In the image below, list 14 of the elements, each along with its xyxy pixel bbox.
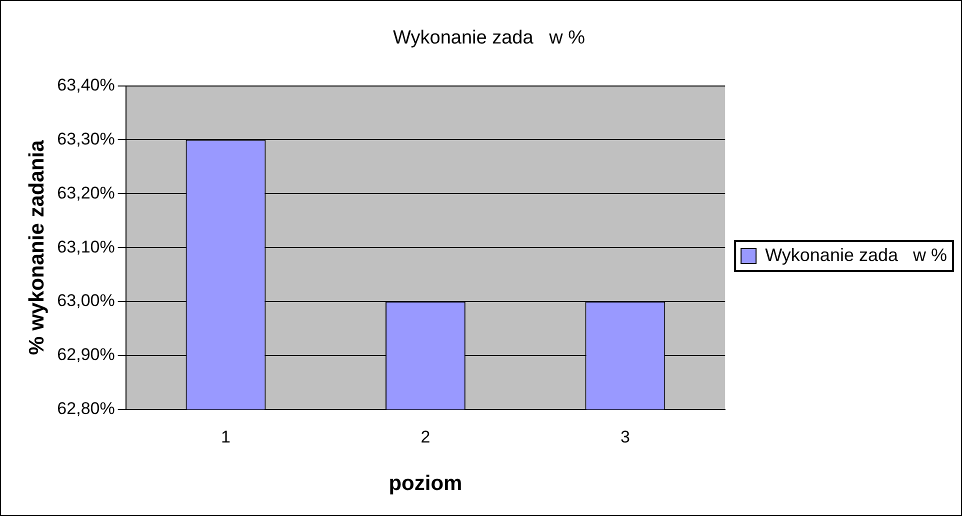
x-tick-label: 3 — [620, 427, 630, 446]
x-tick-label: 2 — [420, 427, 430, 446]
legend-label: Wykonanie zada w % — [765, 244, 948, 265]
chart-title: Wykonanie zada w % — [392, 28, 586, 49]
y-tick-label: 63,20% — [57, 183, 115, 202]
y-tick-label: 63,00% — [57, 291, 115, 310]
y-tick-label: 62,80% — [57, 399, 115, 418]
y-tick-label: 63,10% — [57, 237, 115, 256]
x-tick-label: 1 — [220, 427, 230, 446]
y-axis-title: % wykonanie zadania — [25, 140, 48, 355]
y-tick-label: 63,30% — [57, 129, 115, 148]
x-axis-title: poziom — [388, 472, 462, 496]
y-tick-label: 63,40% — [57, 75, 115, 94]
y-tick-label: 62,90% — [57, 345, 115, 364]
